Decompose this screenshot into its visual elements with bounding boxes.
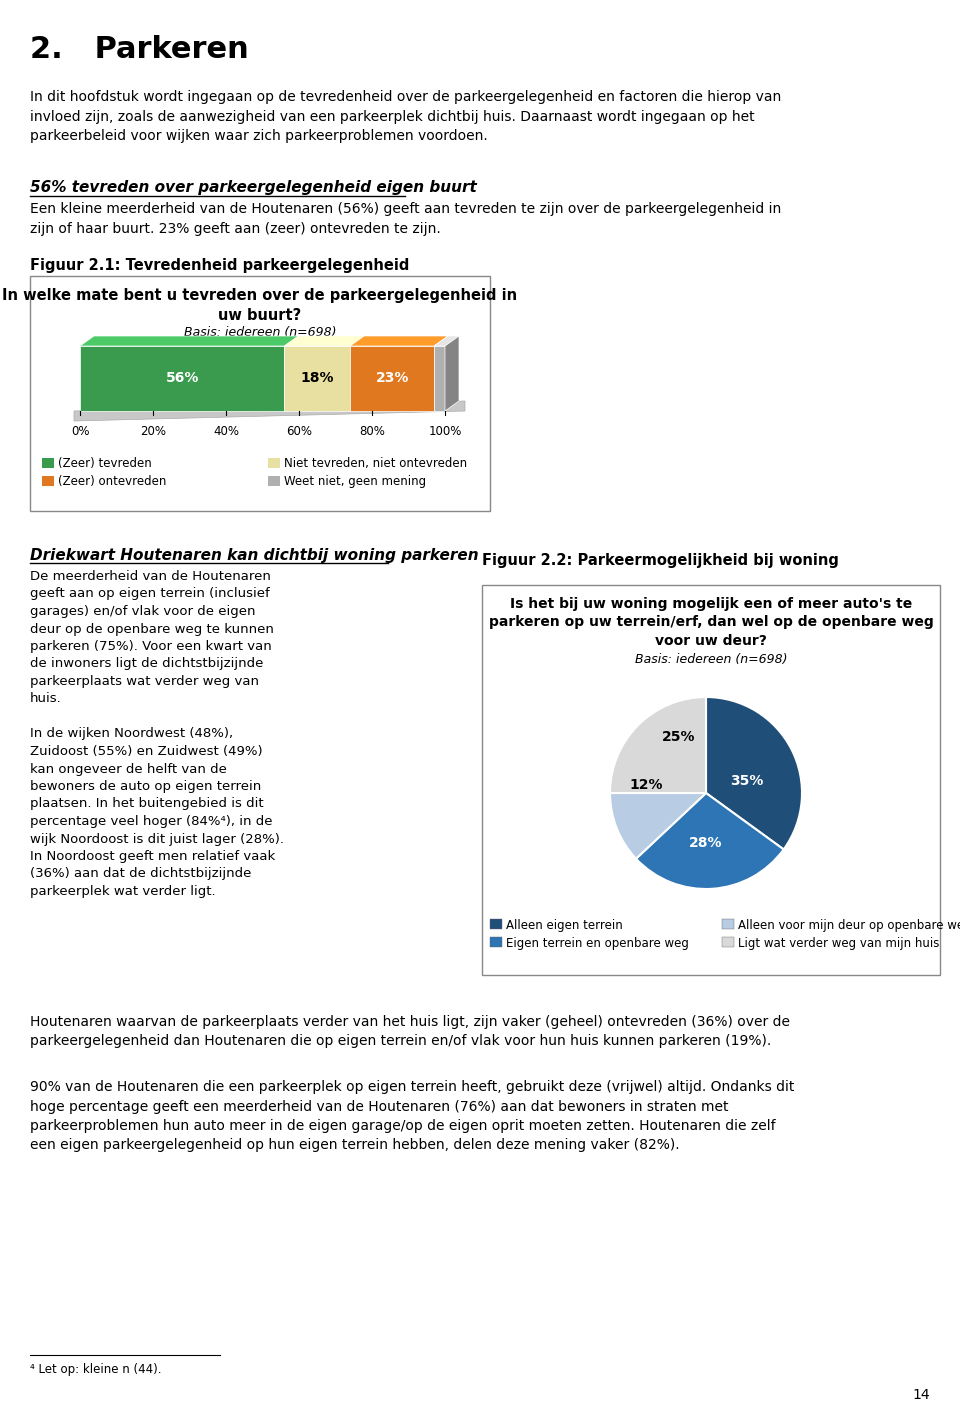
Text: Basis: iedereen (n=698): Basis: iedereen (n=698)	[635, 653, 787, 666]
Polygon shape	[284, 336, 364, 346]
Text: 35%: 35%	[730, 775, 763, 789]
Wedge shape	[706, 697, 802, 850]
Bar	[722, 937, 734, 946]
Text: 60%: 60%	[286, 426, 312, 438]
Polygon shape	[284, 346, 350, 412]
Text: 2.   Parkeren: 2. Parkeren	[30, 35, 249, 64]
Text: Figuur 2.1: Tevredenheid parkeergelegenheid: Figuur 2.1: Tevredenheid parkeergelegenh…	[30, 258, 409, 272]
Text: Weet niet, geen mening: Weet niet, geen mening	[284, 475, 426, 488]
Text: Houtenaren waarvan de parkeerplaats verder van het huis ligt, zijn vaker (geheel: Houtenaren waarvan de parkeerplaats verd…	[30, 1015, 790, 1049]
Wedge shape	[610, 793, 706, 858]
Text: (Zeer) ontevreden: (Zeer) ontevreden	[58, 475, 166, 488]
Text: ⁴ Let op: kleine n (44).: ⁴ Let op: kleine n (44).	[30, 1364, 161, 1376]
Text: 25%: 25%	[662, 731, 696, 745]
Text: 14: 14	[912, 1388, 930, 1402]
Polygon shape	[350, 336, 448, 346]
Polygon shape	[350, 346, 434, 412]
Bar	[268, 475, 280, 485]
Text: Is het bij uw woning mogelijk een of meer auto's te
parkeren op uw terrein/erf, : Is het bij uw woning mogelijk een of mee…	[489, 597, 933, 648]
Bar	[482, 585, 940, 975]
Text: 28%: 28%	[689, 836, 723, 850]
Text: 18%: 18%	[300, 372, 334, 386]
Bar	[490, 920, 502, 929]
Text: De meerderheid van de Houtenaren
geeft aan op eigen terrein (inclusief
garages) : De meerderheid van de Houtenaren geeft a…	[30, 570, 284, 898]
Text: 56% tevreden over parkeergelegenheid eigen buurt: 56% tevreden over parkeergelegenheid eig…	[30, 180, 477, 194]
Polygon shape	[434, 336, 459, 346]
Polygon shape	[434, 346, 445, 412]
Text: 90% van de Houtenaren die een parkeerplek op eigen terrein heeft, gebruikt deze : 90% van de Houtenaren die een parkeerple…	[30, 1080, 794, 1152]
Bar	[722, 920, 734, 929]
Polygon shape	[74, 402, 465, 421]
Text: Alleen voor mijn deur op openbare weg: Alleen voor mijn deur op openbare weg	[738, 918, 960, 931]
Text: Alleen eigen terrein: Alleen eigen terrein	[506, 918, 623, 931]
Text: 12%: 12%	[630, 778, 663, 792]
Text: In dit hoofdstuk wordt ingegaan op de tevredenheid over de parkeergelegenheid en: In dit hoofdstuk wordt ingegaan op de te…	[30, 89, 781, 143]
Polygon shape	[80, 336, 299, 346]
Text: Ligt wat verder weg van mijn huis: Ligt wat verder weg van mijn huis	[738, 937, 940, 949]
Polygon shape	[445, 336, 459, 412]
Bar	[42, 458, 54, 468]
Wedge shape	[636, 793, 783, 888]
Bar	[490, 937, 502, 946]
Polygon shape	[80, 346, 284, 412]
Text: Niet tevreden, niet ontevreden: Niet tevreden, niet ontevreden	[284, 457, 468, 471]
Text: 40%: 40%	[213, 426, 239, 438]
Text: 56%: 56%	[165, 372, 199, 386]
Bar	[42, 475, 54, 485]
Text: Figuur 2.2: Parkeermogelijkheid bij woning: Figuur 2.2: Parkeermogelijkheid bij woni…	[482, 553, 839, 568]
Text: In welke mate bent u tevreden over de parkeergelegenheid in
uw buurt?: In welke mate bent u tevreden over de pa…	[3, 288, 517, 322]
Text: 23%: 23%	[375, 372, 409, 386]
Text: 20%: 20%	[140, 426, 166, 438]
Text: Een kleine meerderheid van de Houtenaren (56%) geeft aan tevreden te zijn over d: Een kleine meerderheid van de Houtenaren…	[30, 201, 781, 236]
Text: 100%: 100%	[428, 426, 462, 438]
Text: Driekwart Houtenaren kan dichtbij woning parkeren: Driekwart Houtenaren kan dichtbij woning…	[30, 548, 479, 563]
Wedge shape	[610, 697, 706, 793]
Text: Eigen terrein en openbare weg: Eigen terrein en openbare weg	[506, 937, 689, 949]
Bar	[268, 458, 280, 468]
Text: 80%: 80%	[359, 426, 385, 438]
Text: Basis: iedereen (n=698): Basis: iedereen (n=698)	[183, 326, 336, 339]
Text: 0%: 0%	[71, 426, 89, 438]
Bar	[30, 277, 490, 511]
Text: (Zeer) tevreden: (Zeer) tevreden	[58, 457, 152, 471]
